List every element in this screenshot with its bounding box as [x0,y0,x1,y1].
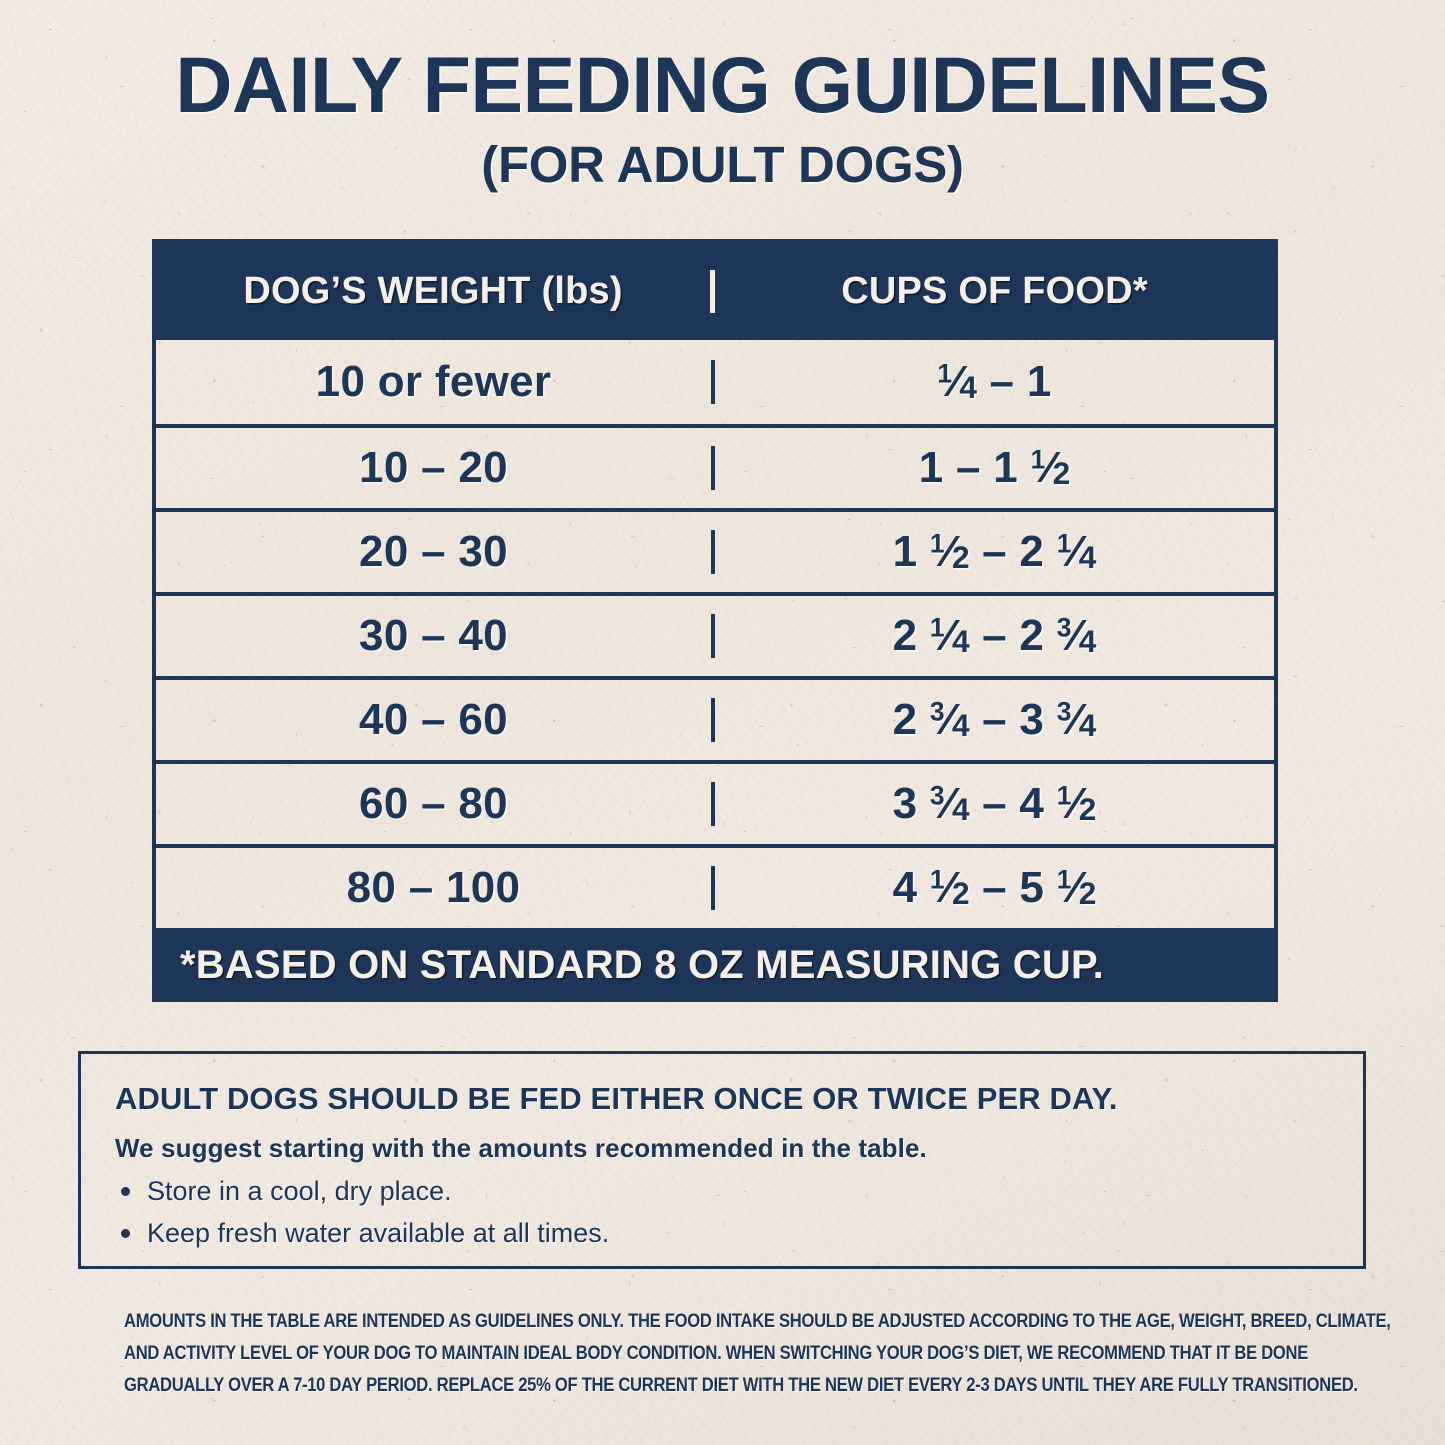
fineprint-disclaimer: AMOUNTS IN THE TABLE ARE INTENDED AS GUI… [124,1306,1391,1402]
bullet-dot-icon [121,1229,130,1238]
fineprint-line: AND ACTIVITY LEVEL OF YOUR DOG TO MAINTA… [124,1343,1309,1364]
fineprint-line: GRADUALLY OVER A 7-10 DAY PERIOD. REPLAC… [124,1375,1358,1396]
table-row: 10 – 20 1 – 1 1⁄2 [156,424,1274,508]
table-row: 40 – 60 2 3⁄4 – 3 3⁄4 [156,676,1274,760]
list-item: Keep fresh water available at all times. [115,1218,1329,1249]
table-footnote-bar: *BASED ON STANDARD 8 OZ MEASURING CUP. [156,928,1274,998]
cell-dog-weight: 10 – 20 [156,446,715,490]
table-header-row: DOG’S WEIGHT (lbs) CUPS OF FOOD* [156,243,1274,340]
title-block: DAILY FEEDING GUIDELINES (FOR ADULT DOGS… [0,0,1445,192]
page-title: DAILY FEEDING GUIDELINES [175,40,1270,129]
cell-dog-weight: 20 – 30 [156,530,715,574]
cell-cups-of-food: 1⁄4 – 1 [937,357,1052,406]
list-item-label: Store in a cool, dry place. [147,1176,452,1206]
cell-dog-weight: 30 – 40 [156,614,715,658]
page-subtitle: (FOR ADULT DOGS) [481,136,964,194]
cell-dog-weight: 60 – 80 [156,782,715,826]
cell-cups-of-food: 4 1⁄2 – 5 1⁄2 [892,863,1097,912]
cell-dog-weight: 10 or fewer [156,360,715,404]
notes-heading: ADULT DOGS SHOULD BE FED EITHER ONCE OR … [115,1081,1118,1116]
cell-cups-of-food: 3 3⁄4 – 4 1⁄2 [892,779,1097,828]
feeding-notes-box: ADULT DOGS SHOULD BE FED EITHER ONCE OR … [78,1051,1366,1269]
cell-dog-weight: 40 – 60 [156,698,715,742]
cell-cups-of-food: 1 – 1 1⁄2 [918,443,1071,492]
cell-cups-of-food: 1 1⁄2 – 2 1⁄4 [892,527,1097,576]
cell-dog-weight: 80 – 100 [156,866,715,910]
column-header-weight: DOG’S WEIGHT (lbs) [156,270,715,313]
table-row: 60 – 80 3 3⁄4 – 4 1⁄2 [156,760,1274,844]
column-header-cups: CUPS OF FOOD* [841,270,1148,312]
table-row: 80 – 100 4 1⁄2 – 5 1⁄2 [156,844,1274,928]
notes-subheading: We suggest starting with the amounts rec… [115,1133,927,1163]
table-row: 20 – 30 1 1⁄2 – 2 1⁄4 [156,508,1274,592]
table-body: 10 or fewer 1⁄4 – 1 10 – 20 1 – 1 1⁄2 20 – 3… [156,340,1274,928]
table-footnote-text: *BASED ON STANDARD 8 OZ MEASURING CUP. [180,942,1104,987]
fineprint-line: AMOUNTS IN THE TABLE ARE INTENDED AS GUI… [124,1311,1391,1332]
bullet-dot-icon [121,1187,130,1196]
cell-cups-of-food: 2 1⁄4 – 2 3⁄4 [892,611,1097,660]
table-row: 30 – 40 2 1⁄4 – 2 3⁄4 [156,592,1274,676]
feeding-guidelines-table: DOG’S WEIGHT (lbs) CUPS OF FOOD* 10 or f… [152,239,1278,1002]
list-item-label: Keep fresh water available at all times. [147,1218,610,1248]
table-row: 10 or fewer 1⁄4 – 1 [156,340,1274,424]
cell-cups-of-food: 2 3⁄4 – 3 3⁄4 [892,695,1097,744]
list-item: Store in a cool, dry place. [115,1176,1329,1207]
notes-bullet-list: Store in a cool, dry place. Keep fresh wa… [115,1176,1329,1249]
